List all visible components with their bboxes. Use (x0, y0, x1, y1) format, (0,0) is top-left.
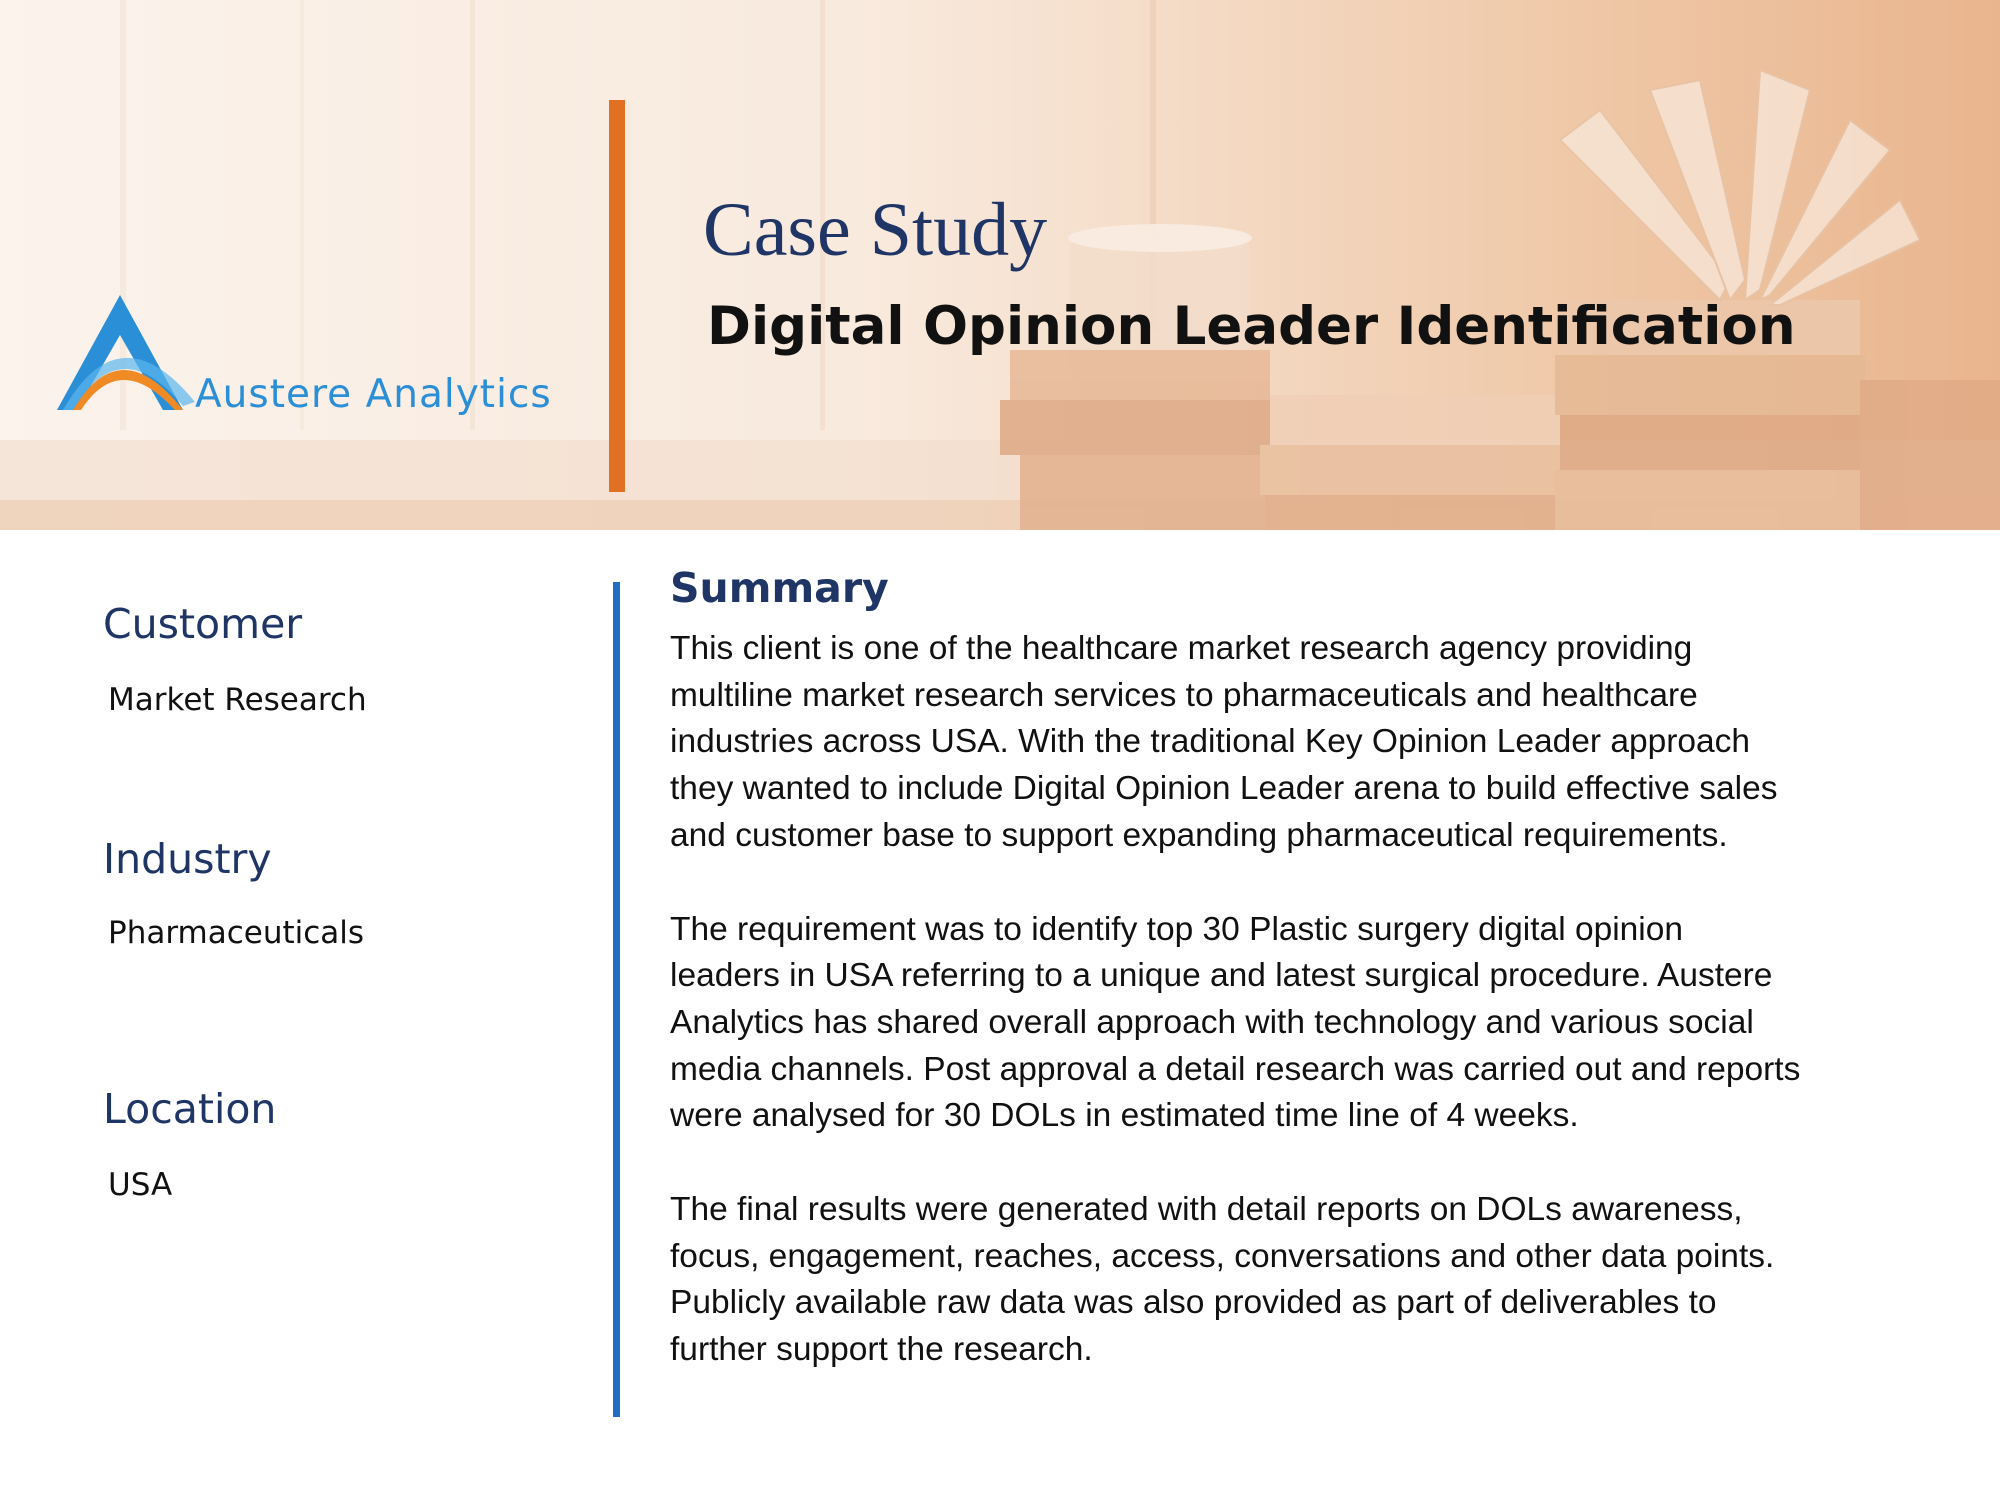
austere-analytics-logo-mark (57, 295, 195, 410)
location-heading: Location (103, 1085, 277, 1133)
blue-divider (613, 582, 620, 1417)
customer-value: Market Research (108, 682, 367, 718)
summary-body: This client is one of the healthcare mar… (670, 626, 1970, 1421)
summary-paragraph: This client is one of the healthcare mar… (670, 630, 1778, 854)
orange-accent-bar (609, 100, 625, 492)
brand-logo: Austere Analytics (55, 290, 595, 430)
brand-name: Austere Analytics (195, 372, 552, 417)
location-value: USA (108, 1167, 173, 1203)
page-title: Digital Opinion Leader Identification (707, 296, 1796, 357)
summary-heading: Summary (670, 564, 889, 612)
books-photo-background (0, 0, 2000, 530)
industry-value: Pharmaceuticals (108, 915, 365, 951)
summary-paragraph: The final results were generated with de… (670, 1191, 1775, 1369)
customer-heading: Customer (103, 600, 303, 648)
case-study-label: Case Study (703, 188, 1048, 272)
header-banner: Austere Analytics Case Study Digital Opi… (0, 0, 2000, 530)
industry-heading: Industry (103, 835, 272, 883)
summary-paragraph: The requirement was to identify top 30 P… (670, 910, 1801, 1135)
